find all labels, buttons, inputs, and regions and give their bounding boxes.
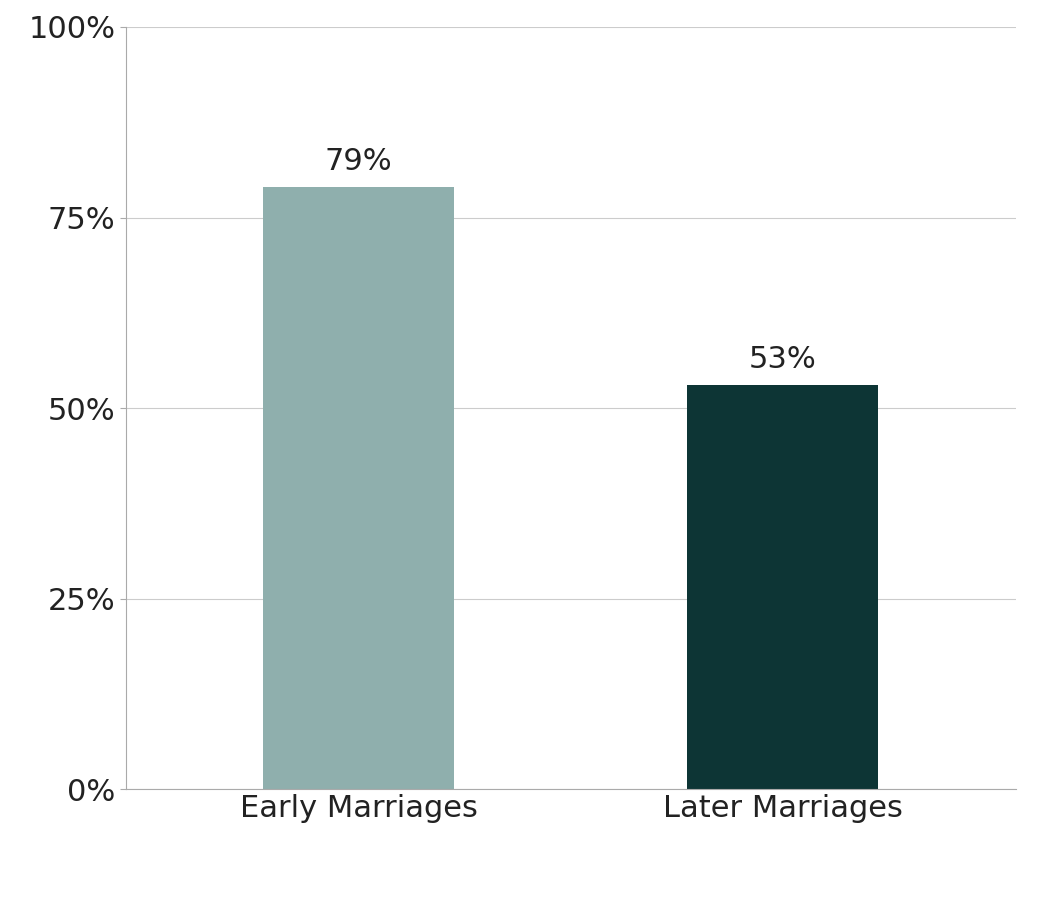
Text: 79%: 79% [325,146,393,176]
Bar [264,187,454,789]
Text: 53%: 53% [749,344,817,374]
Bar [687,386,877,789]
